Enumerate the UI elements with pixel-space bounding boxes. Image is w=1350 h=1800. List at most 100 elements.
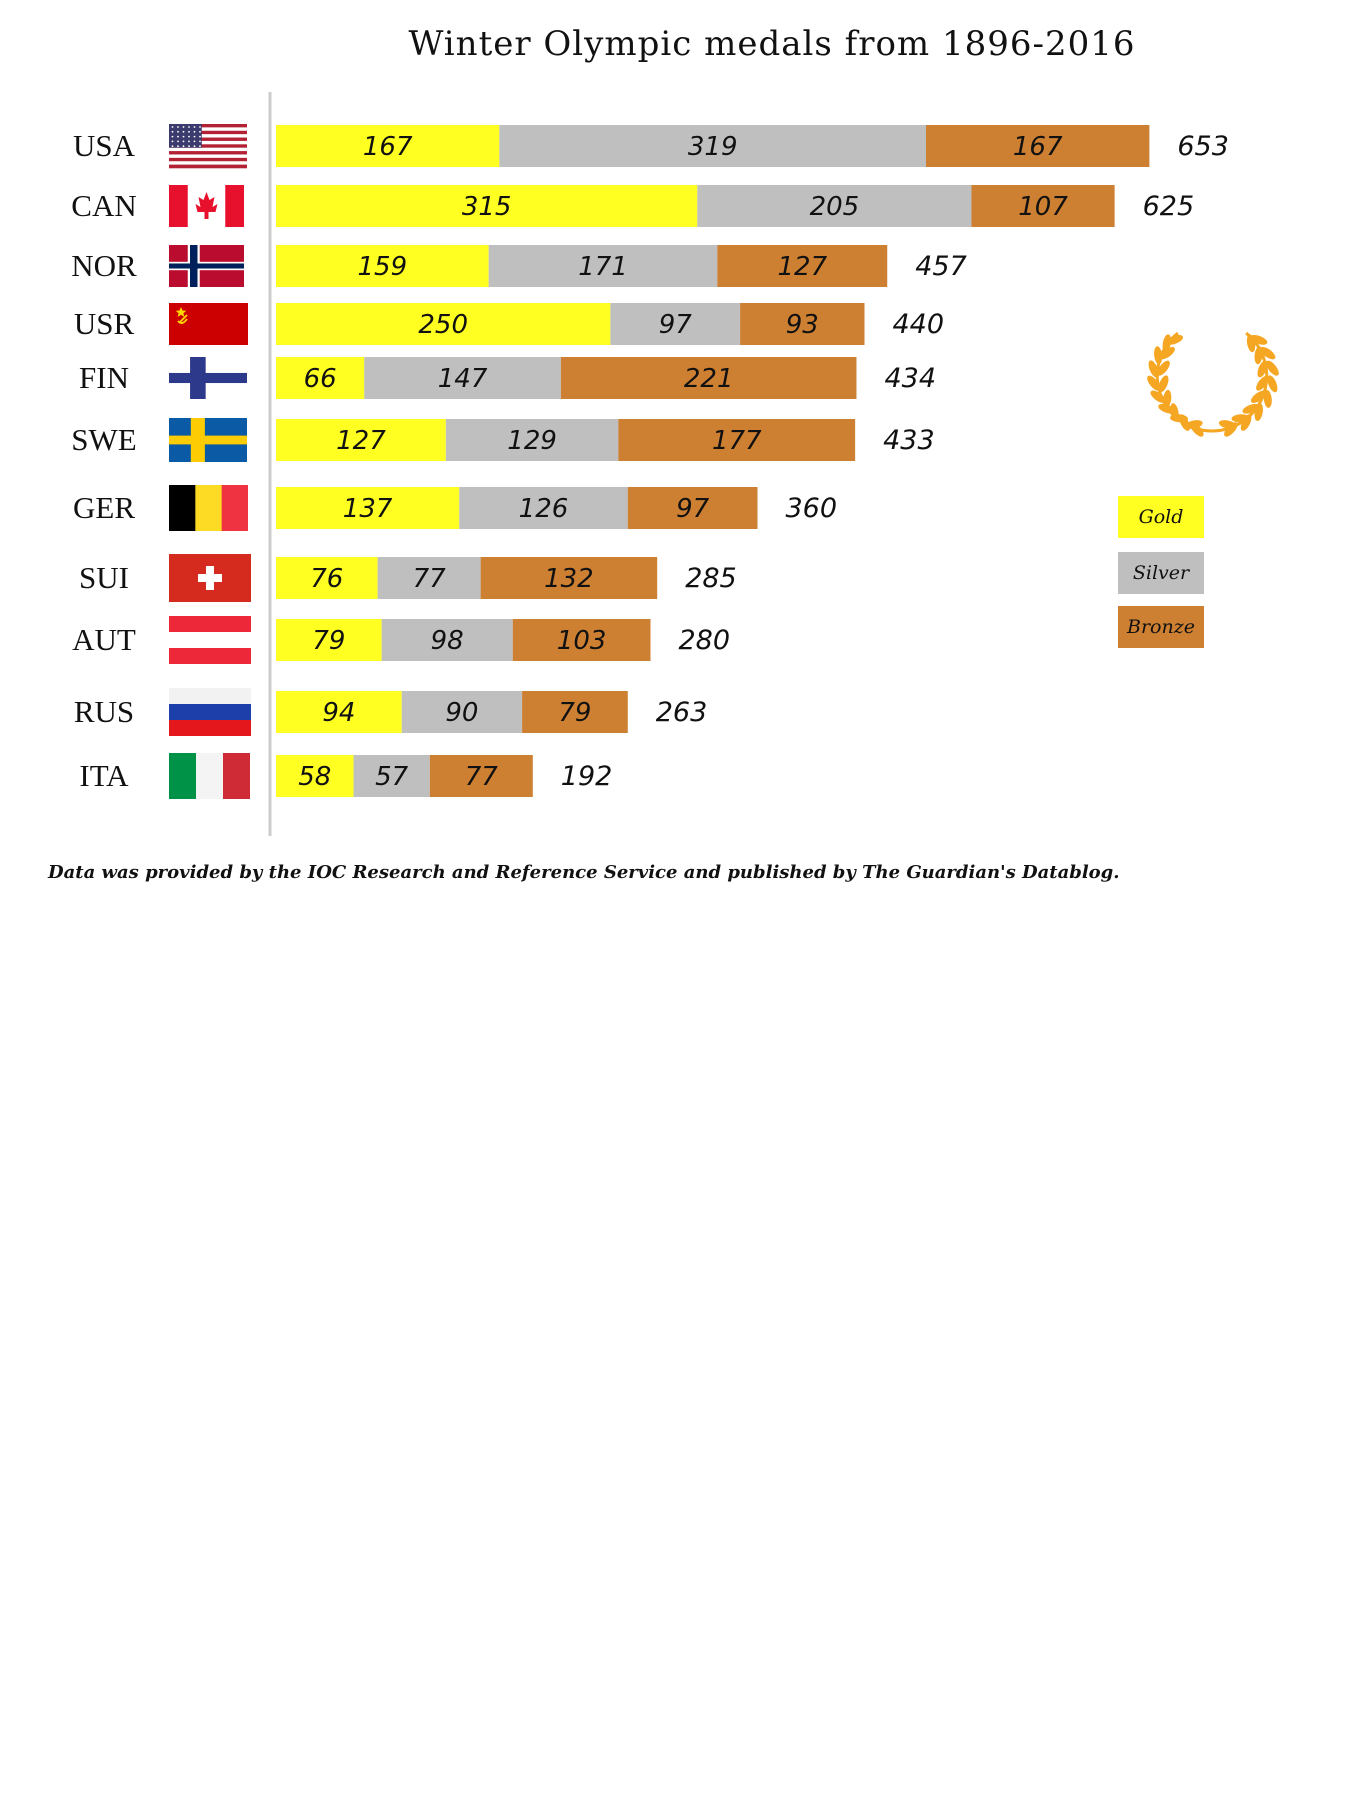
- bar-silver: [364, 357, 561, 399]
- bar-gold: [276, 245, 489, 287]
- data-label-silver: 147: [438, 364, 488, 394]
- row-aut: AUT 79 98 103 280: [72, 616, 730, 664]
- row-rus: RUS 94 90 79 263: [74, 688, 707, 736]
- country-label: ITA: [79, 758, 129, 793]
- total-label: 192: [561, 761, 613, 792]
- total-label: 653: [1177, 131, 1229, 162]
- data-label-gold: 159: [358, 252, 408, 282]
- country-label: USA: [73, 128, 136, 163]
- legend-label: Silver: [1133, 562, 1191, 584]
- data-label-bronze: 107: [1018, 192, 1068, 222]
- data-label-silver: 205: [810, 192, 860, 222]
- bar-gold: [276, 303, 611, 345]
- total-label: 440: [893, 309, 945, 340]
- bar-bronze: [480, 557, 658, 599]
- data-label-bronze: 221: [684, 364, 734, 394]
- bar-bronze: [926, 125, 1150, 167]
- footnote: Data was provided by the IOC Research an…: [47, 862, 1120, 883]
- bar-silver: [488, 245, 718, 287]
- data-label-gold: 315: [462, 192, 512, 222]
- legend-label: Bronze: [1126, 616, 1195, 638]
- row-sui: SUI 76 77 132 285: [79, 554, 737, 602]
- bar-bronze: [618, 419, 856, 461]
- legend-swatch: [1118, 552, 1204, 594]
- country-label: FIN: [79, 360, 129, 395]
- russia-flag: [169, 688, 251, 736]
- bar-silver: [459, 487, 628, 529]
- usa-flag: [169, 124, 247, 169]
- row-fin: FIN 66 147 221 434: [79, 357, 936, 399]
- data-label-silver: 90: [445, 698, 478, 728]
- data-label-bronze: 79: [558, 698, 591, 728]
- chart-title: Winter Olympic medals from 1896-2016: [408, 24, 1135, 64]
- data-label-silver: 126: [519, 494, 569, 524]
- bar-bronze: [971, 185, 1115, 227]
- bar-bronze: [560, 357, 857, 399]
- bar-silver: [381, 619, 513, 661]
- bar-gold: [276, 125, 500, 167]
- canada-flag: [169, 185, 244, 227]
- total-label: 433: [883, 425, 935, 456]
- data-label-gold: 79: [312, 626, 345, 656]
- data-label-bronze: 167: [1013, 132, 1063, 162]
- bar-bronze: [627, 487, 758, 529]
- row-can: CAN 315 205 107 625: [71, 185, 1194, 227]
- data-label-silver: 97: [659, 310, 693, 340]
- row-ita: ITA 58 57 77 192: [79, 753, 612, 799]
- data-label-bronze: 97: [676, 494, 710, 524]
- bar-silver: [401, 691, 523, 733]
- country-label: SWE: [71, 422, 136, 457]
- bar-gold: [276, 357, 365, 399]
- data-label-bronze: 103: [557, 626, 607, 656]
- germany-flag: [169, 485, 248, 531]
- total-label: 457: [915, 251, 967, 282]
- ussr-flag: [169, 303, 248, 345]
- bar-bronze: [717, 245, 888, 287]
- laurel-wreath-icon: [1147, 331, 1279, 437]
- country-label: RUS: [74, 694, 134, 729]
- data-label-silver: 98: [431, 626, 464, 656]
- data-label-silver: 77: [413, 564, 447, 594]
- legend-swatch: [1118, 606, 1204, 648]
- country-label: SUI: [79, 560, 129, 595]
- data-label-gold: 137: [343, 494, 393, 524]
- bar-bronze: [512, 619, 651, 661]
- data-label-silver: 319: [688, 132, 738, 162]
- legend-swatch: [1118, 496, 1204, 538]
- bar-silver: [353, 755, 430, 797]
- data-label-bronze: 177: [712, 426, 762, 456]
- data-label-silver: 57: [375, 762, 409, 792]
- data-label-silver: 129: [507, 426, 557, 456]
- row-nor: NOR 159 171 127 457: [71, 245, 967, 287]
- data-label-gold: 127: [336, 426, 386, 456]
- total-label: 434: [884, 363, 936, 394]
- bar-silver: [610, 303, 741, 345]
- sweden-flag: [169, 418, 247, 462]
- total-label: 625: [1143, 191, 1195, 222]
- total-label: 263: [656, 697, 708, 728]
- total-label: 285: [685, 563, 737, 594]
- legend-label: Gold: [1139, 506, 1184, 528]
- bar-bronze: [740, 303, 865, 345]
- bar-gold: [276, 619, 382, 661]
- finland-flag: [169, 357, 247, 399]
- row-usr: USR 250 97 93 440: [74, 303, 944, 345]
- bar-gold: [276, 185, 698, 227]
- switzerland-flag: [169, 554, 251, 602]
- bar-gold: [276, 487, 460, 529]
- norway-flag: [169, 245, 244, 287]
- legend-item-silver: Silver: [1118, 552, 1204, 594]
- bar-silver: [499, 125, 927, 167]
- bar-gold: [276, 755, 354, 797]
- bar-gold: [276, 691, 402, 733]
- bar-silver: [697, 185, 972, 227]
- data-label-gold: 58: [298, 762, 331, 792]
- data-label-gold: 76: [310, 564, 343, 594]
- bar-silver: [445, 419, 619, 461]
- data-label-gold: 94: [322, 698, 355, 728]
- bar-gold: [276, 419, 446, 461]
- data-label-bronze: 93: [786, 310, 819, 340]
- country-label: CAN: [71, 188, 136, 223]
- row-usa: USA 167 319 167 653: [73, 124, 1229, 169]
